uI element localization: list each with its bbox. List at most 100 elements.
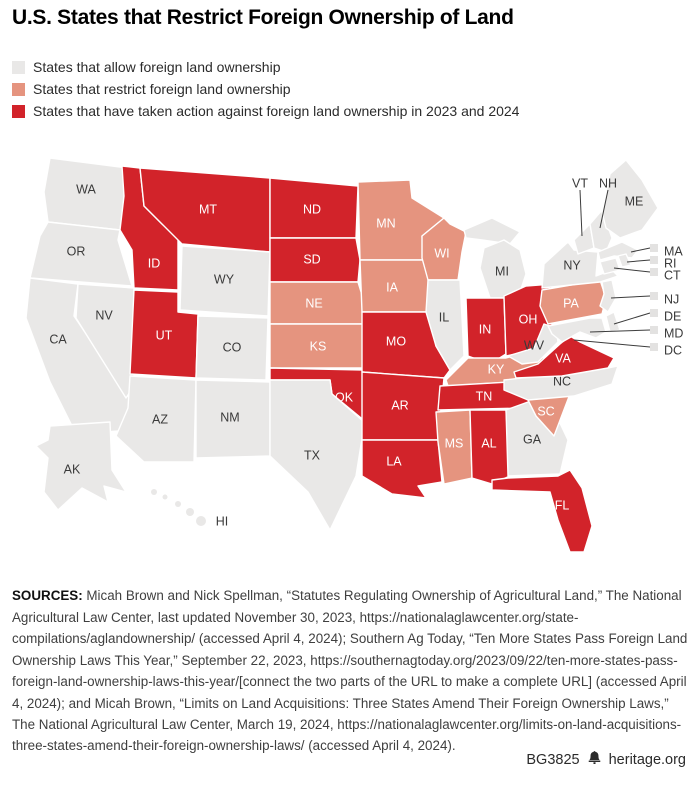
state-shape-MD (547, 317, 607, 343)
legend-label: States that allow foreign land ownership (33, 59, 281, 75)
callout-label-NH: NH (599, 176, 617, 190)
callout-label-RI: RI (664, 256, 677, 270)
state-label-UT: UT (156, 328, 173, 342)
legend-label: States that restrict foreign land owners… (33, 81, 291, 97)
site-url: heritage.org (608, 751, 686, 768)
legend-item-allow: States that allow foreign land ownership (12, 56, 519, 78)
legend-swatch-restrict (12, 82, 25, 96)
state-shape-WY (179, 245, 271, 317)
state-label-PA: PA (563, 296, 579, 310)
state-label-WA: WA (76, 182, 96, 196)
legend-swatch-allow (12, 60, 25, 74)
callout-line-VT (579, 189, 583, 237)
state-label-MT: MT (199, 202, 217, 216)
sources-note: SOURCES: Micah Brown and Nick Spellman, … (12, 585, 688, 757)
state-label-ME: ME (625, 194, 644, 208)
callout-line-NJ (610, 295, 651, 299)
state-shape-FL (491, 469, 593, 553)
state-label-SD: SD (303, 252, 320, 266)
callout-label-DE: DE (664, 309, 681, 323)
state-label-AL: AL (481, 436, 496, 450)
state-label-TX: TX (304, 448, 321, 462)
state-label-ID: ID (148, 256, 161, 270)
state-label-VA: VA (555, 351, 571, 365)
page-title: U.S. States that Restrict Foreign Owners… (12, 6, 514, 29)
state-shape-ME (601, 159, 659, 239)
state-label-OR: OR (67, 244, 86, 258)
state-label-SC: SC (537, 404, 554, 418)
state-shape-MS (435, 409, 473, 485)
state-label-ND: ND (303, 202, 321, 216)
state-label-OH: OH (519, 312, 538, 326)
state-label-CA: CA (49, 332, 67, 346)
state-shape-NH (589, 209, 613, 253)
callout-label-NJ: NJ (664, 292, 679, 306)
legend: States that allow foreign land ownership… (12, 56, 519, 122)
state-label-NE: NE (305, 296, 322, 310)
state-shape-UT (129, 289, 199, 379)
callout-line-NH (599, 189, 609, 229)
state-shape-NC (503, 365, 619, 401)
callout-swatch-DC (650, 343, 658, 351)
state-label-IL: IL (439, 310, 449, 324)
callout-label-DC: DC (664, 343, 682, 357)
state-shape-VA (513, 335, 615, 379)
state-label-FL: FL (555, 498, 570, 512)
callout-label-MA: MA (664, 244, 683, 258)
state-label-NC: NC (553, 374, 571, 388)
state-label-NM: NM (220, 410, 239, 424)
state-shape-IL (425, 279, 465, 371)
state-label-MS: MS (445, 436, 464, 450)
state-shape-NJ (599, 279, 617, 313)
report-id: BG3825 (526, 751, 580, 768)
state-shape-TX (269, 379, 365, 531)
callout-line-MD (589, 329, 651, 333)
state-shape-CO (195, 315, 269, 381)
state-label-WI: WI (434, 246, 449, 260)
callout-label-VT: VT (572, 176, 588, 190)
state-shape-HI (196, 516, 206, 526)
legend-item-action: States that have taken action against fo… (12, 100, 519, 122)
state-label-AR: AR (391, 398, 408, 412)
sources-label: SOURCES: (12, 588, 83, 604)
state-shape-NY (541, 241, 619, 289)
state-shape-HI (162, 494, 168, 500)
state-label-KS: KS (310, 339, 327, 353)
state-shape-HI (186, 508, 194, 516)
state-label-IN: IN (479, 322, 492, 336)
callout-swatch-CT (650, 268, 658, 276)
state-label-GA: GA (523, 432, 542, 446)
state-label-WV: WV (524, 338, 545, 352)
liberty-bell-icon (587, 750, 602, 769)
state-label-AZ: AZ (152, 412, 168, 426)
legend-label: States that have taken action against fo… (33, 103, 520, 119)
legend-item-restrict: States that restrict foreign land owners… (12, 78, 519, 100)
state-label-LA: LA (386, 454, 402, 468)
state-label-TN: TN (476, 389, 493, 403)
callout-line-DE (613, 312, 651, 325)
callout-line-RI (626, 259, 651, 263)
state-label-KY: KY (488, 362, 505, 376)
state-shape-WI (421, 217, 467, 281)
footer: BG3825 heritage.org (526, 750, 686, 769)
callout-label-CT: CT (664, 268, 681, 282)
state-shape-HI (175, 501, 181, 507)
state-label-NV: NV (95, 308, 113, 322)
callout-swatch-MA (650, 244, 658, 252)
state-label-CO: CO (223, 340, 242, 354)
state-label-HI: HI (216, 514, 229, 528)
state-shape-MI (463, 217, 521, 245)
callout-swatch-NJ (650, 292, 658, 300)
state-label-IA: IA (386, 280, 398, 294)
sources-text: Micah Brown and Nick Spellman, “Statutes… (12, 588, 688, 754)
callout-line-DC (573, 339, 651, 348)
state-shape-CT (599, 257, 621, 275)
callout-swatch-RI (650, 256, 658, 264)
state-shape-DE (605, 311, 621, 333)
state-label-WY: WY (214, 272, 235, 286)
callout-swatch-DE (650, 309, 658, 317)
state-label-MN: MN (376, 216, 395, 230)
state-label-AK: AK (64, 462, 81, 476)
